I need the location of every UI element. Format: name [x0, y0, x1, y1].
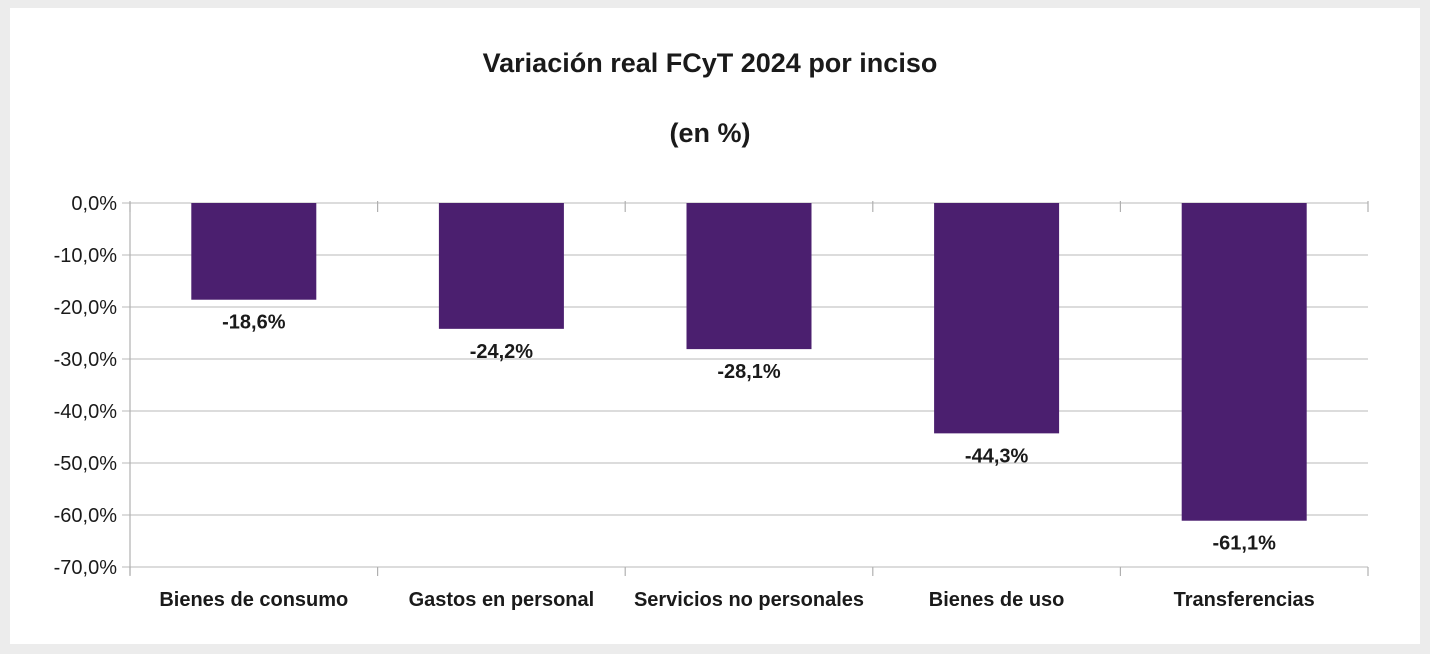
bar: [1181, 203, 1307, 521]
x-category-label: Bienes de consumo: [159, 589, 348, 611]
chart-title: Variación real FCyT 2024 por inciso: [482, 48, 938, 78]
bar: [191, 203, 317, 300]
x-category-label: Servicios no personales: [634, 589, 864, 611]
y-tick-label: -30,0%: [54, 349, 118, 371]
y-tick-label: -60,0%: [54, 505, 118, 527]
bar-chart: 0,0% -10,0% -20,0% -30,0% -40,0% -50,0% -60,0%…: [54, 193, 1369, 611]
y-tick-label: -20,0%: [54, 297, 118, 319]
chart-card: Variación real FCyT 2024 por inciso (en …: [10, 8, 1420, 644]
y-tick-label: 0,0%: [71, 193, 117, 215]
y-tick-label: -50,0%: [54, 453, 118, 475]
bar: [686, 203, 812, 350]
data-label: -44,3%: [965, 445, 1029, 467]
data-label: -28,1%: [717, 361, 781, 383]
y-tick-label: -40,0%: [54, 401, 118, 423]
data-label: -61,1%: [1213, 533, 1277, 555]
x-category-label: Bienes de uso: [929, 589, 1065, 611]
data-label: -18,6%: [222, 312, 286, 334]
data-label: -24,2%: [470, 341, 534, 363]
chart-subtitle: (en %): [669, 118, 751, 148]
x-category-label: Gastos en personal: [409, 589, 595, 611]
x-category-label: Transferencias: [1174, 589, 1315, 611]
bar: [934, 203, 1060, 434]
y-tick-label: -70,0%: [54, 557, 118, 579]
y-tick-label: -10,0%: [54, 245, 118, 267]
bar: [438, 203, 564, 329]
